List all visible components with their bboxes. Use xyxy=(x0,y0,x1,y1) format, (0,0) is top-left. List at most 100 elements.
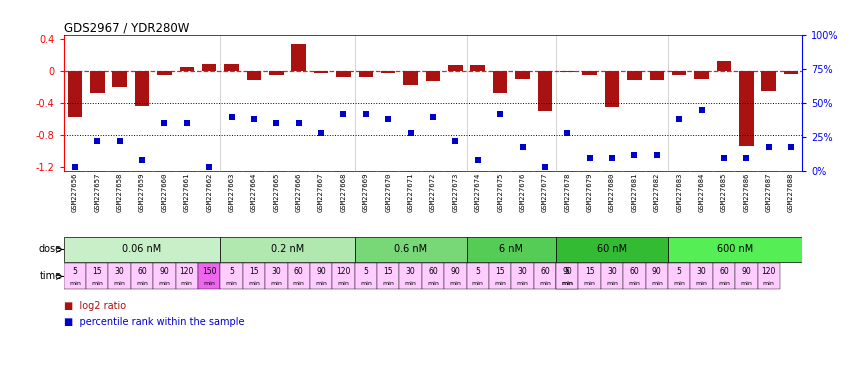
Text: min: min xyxy=(136,281,148,286)
Text: 90: 90 xyxy=(160,267,169,276)
Text: min: min xyxy=(360,281,372,286)
Bar xyxy=(672,71,687,75)
Bar xyxy=(224,64,239,71)
Point xyxy=(471,157,485,163)
Text: 5: 5 xyxy=(565,267,570,276)
Text: GSM227684: GSM227684 xyxy=(699,172,705,212)
Bar xyxy=(556,263,578,290)
Text: 5: 5 xyxy=(72,267,77,276)
Bar xyxy=(560,71,575,72)
Bar xyxy=(90,71,104,93)
Text: GSM227666: GSM227666 xyxy=(295,172,301,212)
Bar xyxy=(109,263,131,290)
Text: GSM227674: GSM227674 xyxy=(475,172,481,212)
Text: min: min xyxy=(382,281,394,286)
Bar xyxy=(358,71,373,77)
Bar xyxy=(534,263,556,290)
Text: min: min xyxy=(315,281,327,286)
Bar xyxy=(112,71,127,87)
Point xyxy=(493,111,507,117)
Text: 90: 90 xyxy=(316,267,326,276)
Text: GSM227685: GSM227685 xyxy=(721,172,727,212)
Bar xyxy=(64,237,221,262)
Text: GSM227680: GSM227680 xyxy=(609,172,615,212)
Text: 15: 15 xyxy=(249,267,259,276)
Text: 15: 15 xyxy=(495,267,505,276)
Bar xyxy=(332,263,355,290)
Text: 30: 30 xyxy=(607,267,617,276)
Bar xyxy=(157,71,171,75)
Text: 60: 60 xyxy=(540,267,550,276)
Text: GSM227668: GSM227668 xyxy=(340,172,346,212)
Bar xyxy=(243,263,265,290)
Point xyxy=(650,152,664,158)
Bar xyxy=(515,71,530,79)
Text: 90: 90 xyxy=(451,267,460,276)
Text: 30: 30 xyxy=(115,267,125,276)
Text: 30: 30 xyxy=(406,267,415,276)
Text: ■  log2 ratio: ■ log2 ratio xyxy=(64,301,126,311)
Text: 15: 15 xyxy=(384,267,393,276)
Bar xyxy=(762,71,776,91)
Text: GSM227688: GSM227688 xyxy=(788,172,794,212)
Bar xyxy=(221,263,243,290)
Bar xyxy=(355,237,467,262)
Text: min: min xyxy=(181,281,193,286)
Text: GSM227667: GSM227667 xyxy=(318,172,324,212)
Text: 60: 60 xyxy=(294,267,304,276)
Bar xyxy=(198,263,221,290)
Point xyxy=(694,107,708,113)
Text: min: min xyxy=(494,281,506,286)
Text: GSM227669: GSM227669 xyxy=(363,172,368,212)
Text: 0.2 nM: 0.2 nM xyxy=(271,245,304,255)
Text: GSM227671: GSM227671 xyxy=(408,172,413,212)
Text: min: min xyxy=(248,281,260,286)
Text: min: min xyxy=(270,281,282,286)
Text: GSM227673: GSM227673 xyxy=(453,172,458,212)
Bar xyxy=(68,71,82,118)
Point xyxy=(739,154,753,161)
Bar xyxy=(713,263,735,290)
Text: 90: 90 xyxy=(562,267,572,276)
Point xyxy=(180,120,194,126)
Bar xyxy=(221,237,355,262)
Bar xyxy=(645,263,668,290)
Text: 15: 15 xyxy=(585,267,594,276)
Point xyxy=(448,138,462,144)
Text: 120: 120 xyxy=(180,267,194,276)
Bar xyxy=(717,61,731,71)
Bar xyxy=(86,263,109,290)
Text: min: min xyxy=(561,281,573,286)
Bar xyxy=(601,263,623,290)
Text: time: time xyxy=(39,271,61,281)
Text: GSM227665: GSM227665 xyxy=(273,172,279,212)
Bar xyxy=(489,263,511,290)
Text: 600 nM: 600 nM xyxy=(717,245,753,255)
Point xyxy=(381,116,395,122)
Text: min: min xyxy=(405,281,417,286)
Bar xyxy=(269,71,284,75)
Text: min: min xyxy=(293,281,305,286)
Bar xyxy=(668,237,802,262)
Text: 0.06 nM: 0.06 nM xyxy=(122,245,161,255)
Text: min: min xyxy=(651,281,663,286)
Bar xyxy=(668,263,690,290)
Text: dose: dose xyxy=(38,245,61,255)
Text: GSM227662: GSM227662 xyxy=(206,172,212,212)
Point xyxy=(247,116,261,122)
Bar xyxy=(470,65,485,71)
Point xyxy=(672,116,686,122)
Point xyxy=(560,130,574,136)
Point xyxy=(605,154,619,161)
Text: min: min xyxy=(159,281,171,286)
Bar xyxy=(649,71,664,80)
Text: 60: 60 xyxy=(138,267,147,276)
Bar xyxy=(399,263,422,290)
Bar xyxy=(556,263,578,290)
Text: min: min xyxy=(561,281,573,286)
Text: GDS2967 / YDR280W: GDS2967 / YDR280W xyxy=(64,22,189,35)
Text: 30: 30 xyxy=(272,267,281,276)
Text: 5: 5 xyxy=(475,267,481,276)
Point xyxy=(404,130,418,136)
Text: 5: 5 xyxy=(363,267,368,276)
